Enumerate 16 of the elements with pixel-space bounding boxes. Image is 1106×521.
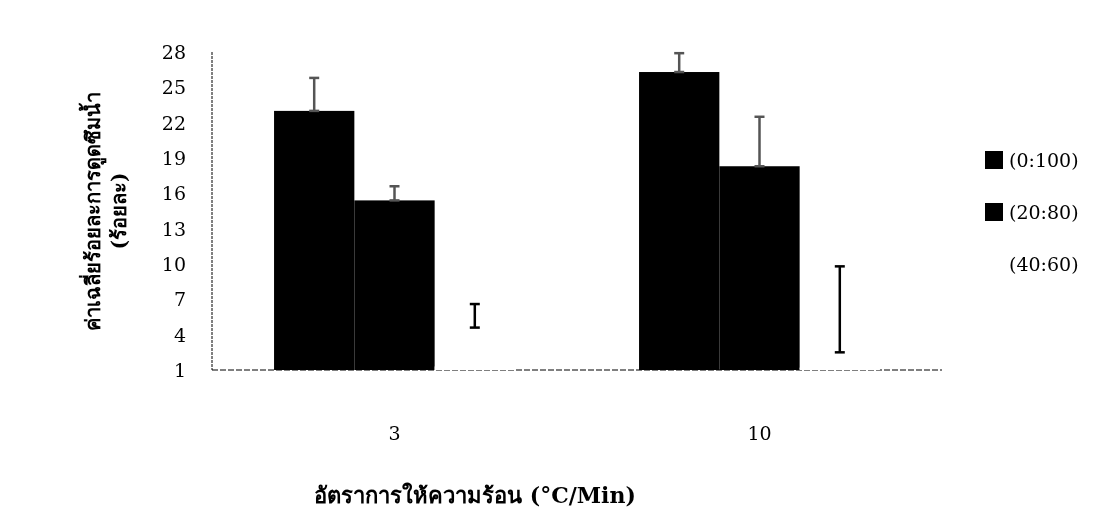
y-tick-label: 7	[173, 288, 186, 311]
x-axis-title: อัตราการให้ความร้อน (°C/Min)	[314, 482, 636, 508]
y-tick-label: 4	[173, 323, 186, 346]
legend-label: (20:80)	[1009, 201, 1079, 223]
y-tick-label: 1	[173, 359, 186, 381]
y-tick-label: 13	[161, 217, 186, 240]
legend-label: (0:100)	[1009, 149, 1079, 171]
x-tick-label: 3	[388, 422, 401, 444]
y-axis-title: ค่าเฉลี่ยร้อยละการดูดซึมน้ำ (ร้อยละ)	[78, 91, 131, 331]
y-tick-label: 16	[161, 182, 186, 205]
y-tick-label: 10	[161, 253, 186, 275]
text: (40:60)	[1009, 253, 1079, 275]
y-tick-label: 19	[161, 147, 186, 169]
y-tick-label: 28	[161, 41, 186, 63]
y-tick-label: 22	[161, 111, 186, 134]
y-tick-label: 25	[161, 76, 186, 99]
